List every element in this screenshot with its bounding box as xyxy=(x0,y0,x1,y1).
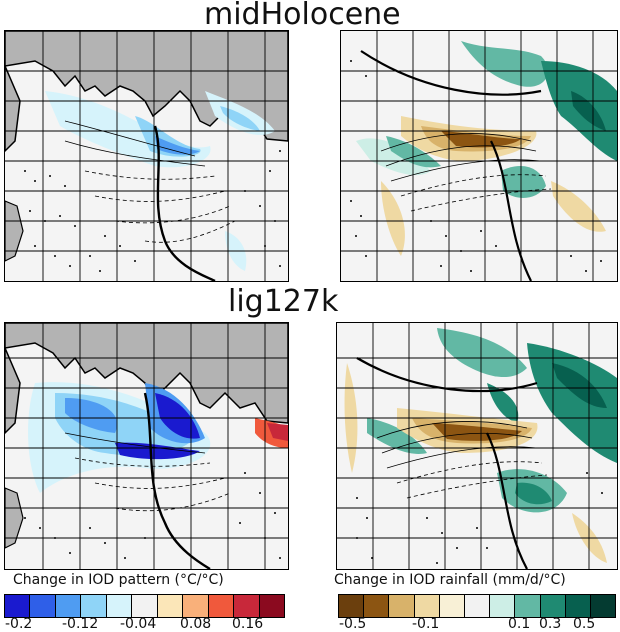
colorbar-label-rain: Change in IOD rainfall (mm/d/°C) xyxy=(334,572,566,588)
colorbar-tick-rain: 0.1 xyxy=(508,616,531,632)
row-title-lig127k: lig127k xyxy=(228,284,339,319)
colorbar-segment xyxy=(55,595,82,617)
colorbar-segment xyxy=(389,595,415,617)
colorbar-tick-rain: 0.5 xyxy=(573,616,596,632)
colorbar-segment xyxy=(208,595,235,617)
colorbar-segment xyxy=(565,595,591,617)
colorbar-segment xyxy=(490,595,516,617)
colorbar-sst xyxy=(4,594,285,618)
colorbar-rain xyxy=(338,594,616,618)
colorbar-segment xyxy=(439,595,465,617)
colorbar-segment xyxy=(414,595,440,617)
colorbar-segment xyxy=(515,595,541,617)
colorbar-label-sst: Change in IOD pattern (°C/°C) xyxy=(13,572,224,588)
colorbar-tick-sst: -0.2 xyxy=(5,616,33,632)
colorbar-segment xyxy=(183,595,209,617)
colorbar-tick-sst: 0.16 xyxy=(232,616,264,632)
colorbar-segment xyxy=(464,595,491,617)
colorbar-segment xyxy=(132,595,158,617)
colorbar-segment xyxy=(590,595,616,617)
colorbar-segment xyxy=(540,595,566,617)
colorbar-segment xyxy=(81,595,107,617)
colorbar-tick-sst: -0.12 xyxy=(62,616,99,632)
colorbar-tick-sst: 0.08 xyxy=(180,616,212,632)
colorbar-segment xyxy=(234,595,260,617)
map-panel-lig127k-sst xyxy=(4,322,289,570)
colorbar-segment xyxy=(339,595,365,617)
colorbar-tick-sst: -0.04 xyxy=(120,616,157,632)
colorbar-tick-rain: 0.3 xyxy=(539,616,562,632)
colorbar-segment xyxy=(30,595,56,617)
colorbar-segment xyxy=(259,595,284,617)
row-title-midholocene: midHolocene xyxy=(204,0,401,32)
map-panel-lig127k-rain xyxy=(336,322,618,570)
colorbar-segment xyxy=(157,595,184,617)
map-panel-midholocene-sst xyxy=(4,30,289,282)
colorbar-tick-rain: -0.1 xyxy=(412,616,440,632)
colorbar-segment xyxy=(364,595,390,617)
colorbar-tick-rain: -0.5 xyxy=(339,616,367,632)
colorbar-segment xyxy=(106,595,133,617)
colorbar-segment xyxy=(5,595,31,617)
map-panel-midholocene-rain xyxy=(340,30,618,282)
